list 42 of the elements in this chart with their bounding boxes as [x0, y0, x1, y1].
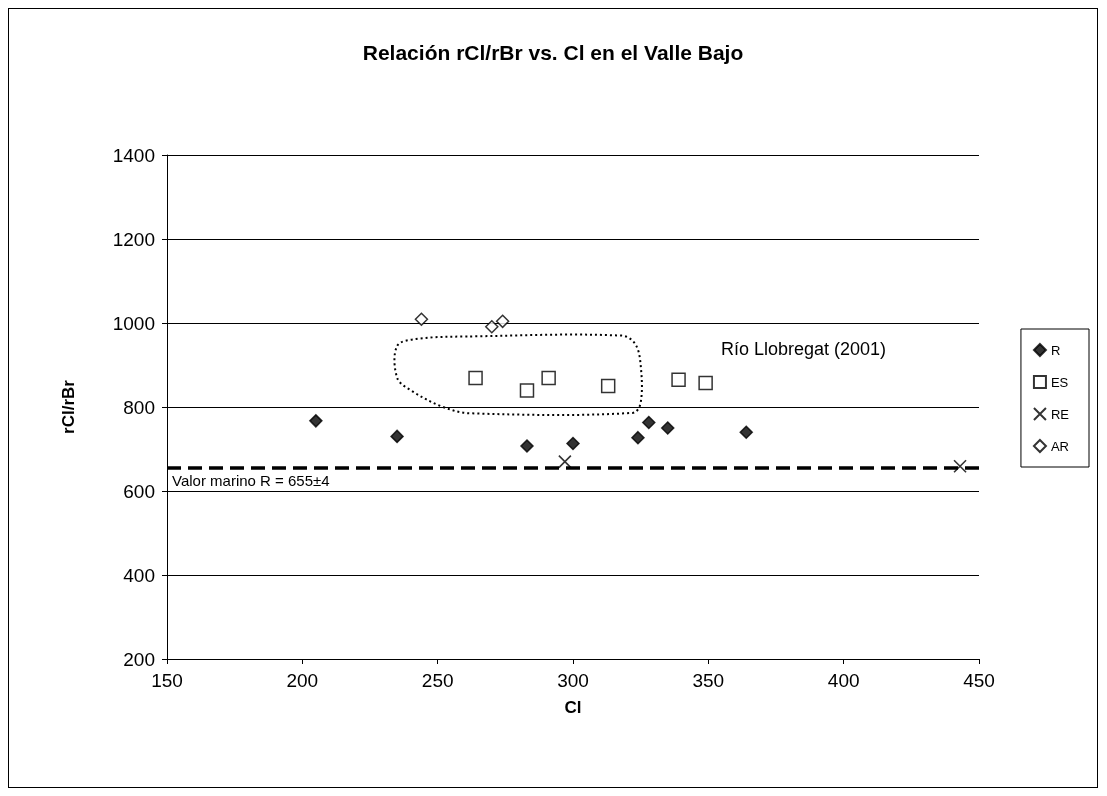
point [642, 415, 656, 430]
y-axis-title: rCl/rBr [59, 379, 78, 434]
x-tick-label: 200 [286, 670, 319, 691]
point [390, 429, 404, 444]
point [739, 425, 753, 439]
point [698, 375, 713, 391]
x-axis-title: Cl [564, 698, 582, 717]
chart-title: Relación rCl/rBr vs. Cl en el Valle Bajo [362, 41, 744, 64]
point [631, 430, 645, 445]
y-tick-label: 1200 [112, 228, 155, 250]
y-tick-label: 200 [123, 648, 155, 670]
legend-label: AR [1050, 438, 1069, 454]
y-tick-label: 1000 [112, 312, 155, 334]
legend-label: ES [1050, 374, 1069, 390]
point [660, 421, 675, 435]
point [541, 370, 556, 386]
x-tick-label: 400 [827, 670, 860, 691]
x-tick-label: 150 [151, 670, 183, 691]
x-tick-label: 250 [421, 670, 454, 691]
legend-label: RE [1050, 406, 1070, 422]
point [468, 370, 483, 386]
y-tick-label: 1400 [112, 144, 155, 166]
point [953, 459, 967, 474]
point [566, 436, 580, 451]
x-tick-label: 450 [963, 670, 995, 691]
legend-label: R [1050, 342, 1061, 358]
point [520, 439, 534, 453]
point [600, 378, 616, 394]
point [485, 320, 499, 334]
y-tick-label: 800 [123, 396, 155, 418]
ref-line-label: Valor marino R = 655±4 [172, 471, 330, 489]
point [519, 383, 535, 398]
point [495, 314, 510, 329]
point [558, 454, 572, 469]
y-tick-label: 600 [123, 480, 155, 502]
x-tick-label: 350 [692, 670, 725, 691]
point [309, 414, 323, 428]
x-tick-label: 300 [557, 670, 589, 691]
annotation: Río Llobregat (2001) [721, 339, 887, 359]
y-tick-label: 400 [123, 564, 155, 586]
point [414, 312, 429, 326]
point [671, 372, 686, 387]
